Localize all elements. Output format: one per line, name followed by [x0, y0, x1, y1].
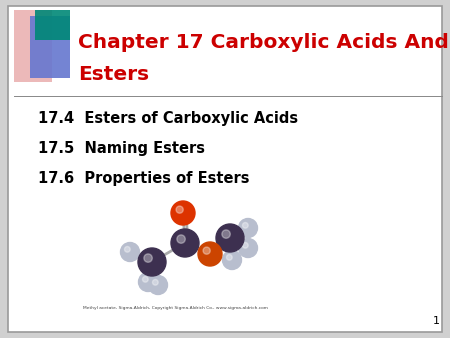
Circle shape	[148, 275, 167, 294]
Text: Chapter 17 Carboxylic Acids And: Chapter 17 Carboxylic Acids And	[78, 32, 449, 51]
Text: Methyl acetate, Sigma-Aldrich, Copyright Sigma-Aldrich Co., www.sigma-aldrich.co: Methyl acetate, Sigma-Aldrich, Copyright…	[82, 306, 267, 310]
Bar	[30, 16, 70, 78]
Circle shape	[121, 242, 140, 262]
Circle shape	[176, 206, 183, 213]
Bar	[14, 10, 52, 82]
Circle shape	[171, 201, 195, 225]
Circle shape	[222, 250, 242, 269]
Circle shape	[153, 280, 158, 285]
Text: 17.5  Naming Esters: 17.5 Naming Esters	[38, 141, 205, 155]
Circle shape	[144, 254, 152, 262]
Text: Esters: Esters	[78, 66, 149, 84]
Circle shape	[177, 235, 185, 243]
Circle shape	[222, 230, 230, 238]
Circle shape	[216, 224, 244, 252]
Circle shape	[238, 239, 257, 258]
FancyBboxPatch shape	[8, 6, 442, 332]
Circle shape	[198, 242, 222, 266]
Bar	[14, 10, 52, 82]
Text: 17.4  Esters of Carboxylic Acids: 17.4 Esters of Carboxylic Acids	[38, 111, 298, 125]
Circle shape	[226, 255, 232, 260]
Circle shape	[125, 246, 130, 252]
Circle shape	[243, 242, 248, 248]
Circle shape	[238, 218, 257, 238]
Circle shape	[139, 272, 158, 291]
Circle shape	[243, 222, 248, 228]
Text: 1: 1	[433, 316, 440, 326]
Bar	[30, 16, 70, 78]
Bar	[35, 10, 70, 40]
Circle shape	[138, 248, 166, 276]
Circle shape	[171, 229, 199, 257]
Text: 17.6  Properties of Esters: 17.6 Properties of Esters	[38, 170, 249, 186]
Circle shape	[143, 276, 148, 282]
Circle shape	[203, 247, 210, 254]
